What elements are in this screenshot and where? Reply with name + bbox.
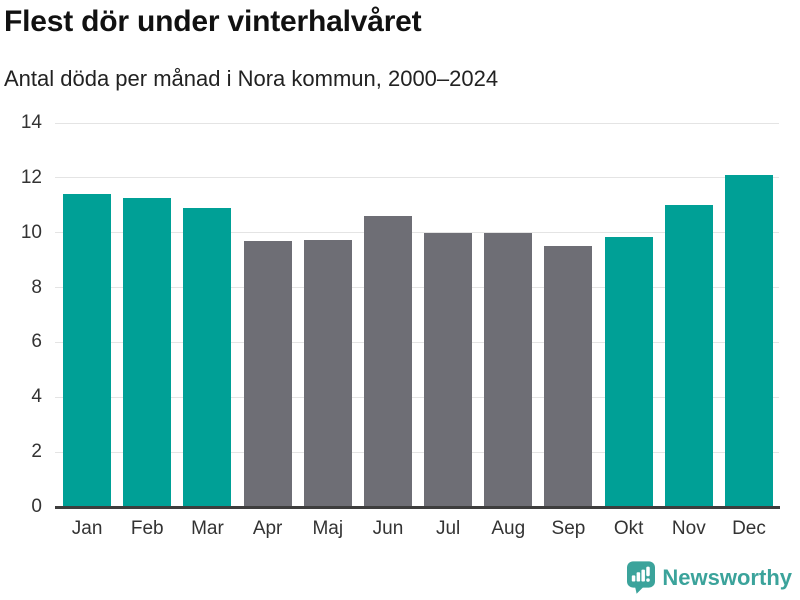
bar-slot: [238, 123, 298, 507]
y-tick-label: 2: [31, 441, 42, 463]
bar-apr: [243, 240, 292, 507]
bar-slot: [117, 123, 177, 507]
x-tick-label-jul: Jul: [435, 518, 461, 539]
plot-area: [57, 123, 779, 507]
bar-okt: [604, 236, 653, 507]
bar-slot: [538, 123, 598, 507]
brand-name: Newsworthy: [662, 564, 792, 590]
x-tick-label-feb: Feb: [130, 518, 164, 539]
x-tick-label-jun: Jun: [372, 518, 404, 539]
bar-sep: [544, 246, 593, 507]
gridline: [55, 287, 779, 289]
x-tick-label-okt: Okt: [613, 518, 644, 539]
bar-maj: [303, 239, 352, 507]
bar-jan: [63, 194, 112, 507]
gridline: [55, 177, 779, 179]
gridline: [55, 232, 779, 234]
y-tick-label: 0: [31, 496, 42, 517]
bar-jun: [363, 216, 412, 507]
bar-jul: [424, 232, 473, 507]
x-tick-label-maj: Maj: [312, 518, 344, 539]
bar-nov: [664, 205, 713, 507]
gridline: [55, 451, 779, 453]
y-tick-label: 6: [31, 331, 42, 353]
y-tick-label: 12: [20, 166, 42, 188]
x-tick-label-sep: Sep: [551, 518, 586, 539]
x-tick-label-apr: Apr: [252, 518, 283, 539]
x-tick-label-jan: Jan: [71, 518, 103, 539]
y-tick-label: 4: [31, 386, 42, 408]
x-tick-label-mar: Mar: [191, 518, 224, 539]
y-tick-label: 10: [20, 221, 42, 243]
x-tick-label-nov: Nov: [671, 518, 706, 539]
gridline: [55, 122, 779, 124]
bar-slot: [177, 123, 237, 507]
bar-slot: [719, 123, 779, 507]
newsworthy-speech-bubble-barchart-icon: [627, 561, 656, 594]
bar-feb: [123, 198, 172, 507]
y-tick-label: 14: [20, 112, 42, 133]
bar-slot: [418, 123, 478, 507]
bar-slot: [358, 123, 418, 507]
newsworthy-logo: Newsworthy: [627, 561, 792, 594]
x-axis-tick-labels: Jan Feb Mar Apr Maj Jun Jul Aug Sep Okt Nov Dec: [57, 518, 779, 540]
x-tick-label-aug: Aug: [491, 518, 526, 539]
bar-dec: [724, 175, 773, 507]
gridline: [55, 396, 779, 398]
bar-aug: [484, 232, 533, 507]
bar-mar: [183, 208, 232, 507]
bar-slot: [57, 123, 117, 507]
bar-slot: [659, 123, 719, 507]
bar-slot: [298, 123, 358, 507]
x-axis-line: [55, 506, 780, 509]
bar-chart: 0 2 4 6 8 10 12 14 Jan Feb Mar Apr Maj Jun Jul Aug Sep O…: [0, 110, 800, 560]
gridline: [55, 341, 779, 343]
chart-subtitle: Antal döda per månad i Nora kommun, 2000…: [4, 66, 499, 91]
bar-slot: [599, 123, 659, 507]
y-tick-label: 8: [31, 276, 42, 298]
bar-slot: [478, 123, 538, 507]
chart-title: Flest dör under vinterhalvåret: [4, 5, 422, 38]
x-tick-label-dec: Dec: [732, 518, 766, 539]
